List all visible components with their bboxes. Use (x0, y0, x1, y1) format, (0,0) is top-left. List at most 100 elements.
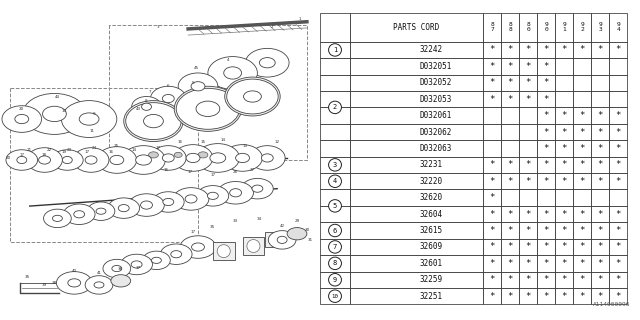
Ellipse shape (6, 150, 38, 170)
Bar (609, 12, 627, 42)
Text: 8
0: 8 0 (526, 22, 530, 32)
Text: *: * (543, 144, 549, 153)
Text: *: * (490, 78, 495, 87)
Ellipse shape (196, 101, 220, 116)
Text: 34: 34 (257, 217, 262, 221)
Text: 32251: 32251 (420, 292, 443, 301)
Bar (519, 42, 537, 58)
Text: *: * (490, 45, 495, 54)
Text: 23: 23 (67, 148, 72, 152)
Text: *: * (561, 144, 567, 153)
Text: *: * (598, 144, 603, 153)
Bar (573, 91, 591, 108)
Text: *: * (508, 243, 513, 252)
Text: 32609: 32609 (420, 243, 443, 252)
Ellipse shape (163, 94, 174, 103)
Bar (537, 206, 555, 222)
Bar (320, 288, 350, 304)
Text: *: * (490, 226, 495, 235)
Text: *: * (543, 177, 549, 186)
Bar (243, 237, 264, 255)
Text: 32259: 32259 (420, 275, 443, 284)
Text: 40: 40 (72, 268, 77, 273)
Ellipse shape (163, 154, 174, 162)
Text: 9
1: 9 1 (563, 22, 566, 32)
Bar (350, 58, 483, 75)
Text: 33: 33 (233, 220, 238, 223)
Text: *: * (616, 275, 621, 284)
Text: *: * (525, 275, 531, 284)
Text: *: * (598, 210, 603, 219)
Text: *: * (580, 127, 585, 137)
Text: 6: 6 (167, 84, 170, 88)
Text: *: * (580, 177, 585, 186)
Text: 7: 7 (333, 244, 337, 250)
Text: *: * (508, 275, 513, 284)
Ellipse shape (136, 155, 152, 165)
Text: *: * (561, 259, 567, 268)
Bar (519, 288, 537, 304)
Text: *: * (598, 127, 603, 137)
Ellipse shape (132, 97, 161, 117)
Bar (573, 75, 591, 91)
Text: *: * (616, 45, 621, 54)
Bar (501, 222, 519, 239)
Ellipse shape (246, 48, 289, 77)
Bar (591, 222, 609, 239)
Bar (591, 91, 609, 108)
Ellipse shape (173, 188, 209, 210)
Ellipse shape (43, 106, 67, 122)
Ellipse shape (207, 192, 218, 199)
Circle shape (328, 200, 342, 212)
Text: *: * (598, 177, 603, 186)
Text: 9
4: 9 4 (616, 22, 620, 32)
Bar (555, 91, 573, 108)
Ellipse shape (56, 272, 92, 294)
Ellipse shape (269, 234, 280, 245)
Text: *: * (525, 78, 531, 87)
Bar (320, 42, 350, 58)
Bar (483, 12, 501, 42)
Text: 20: 20 (5, 156, 10, 160)
Text: 1: 1 (299, 17, 301, 21)
Text: *: * (561, 111, 567, 120)
Bar (320, 140, 350, 156)
Bar (573, 156, 591, 173)
Ellipse shape (252, 185, 263, 192)
Text: *: * (508, 45, 513, 54)
Ellipse shape (79, 113, 99, 125)
Text: 17: 17 (84, 150, 90, 154)
Text: 27: 27 (250, 168, 255, 172)
Ellipse shape (73, 148, 109, 172)
Bar (555, 189, 573, 206)
Text: 32220: 32220 (420, 177, 443, 186)
Text: *: * (580, 292, 585, 301)
Text: *: * (580, 243, 585, 252)
Ellipse shape (141, 201, 152, 209)
Bar (537, 239, 555, 255)
Bar (320, 239, 350, 255)
Bar (519, 222, 537, 239)
Bar (609, 272, 627, 288)
Text: *: * (580, 259, 585, 268)
Bar (501, 239, 519, 255)
Text: D032062: D032062 (420, 127, 452, 137)
Ellipse shape (62, 156, 72, 164)
Text: *: * (490, 275, 495, 284)
Text: 17: 17 (191, 230, 196, 234)
Text: 32242: 32242 (420, 45, 443, 54)
Text: 19: 19 (62, 150, 67, 154)
Ellipse shape (87, 202, 115, 220)
Text: *: * (490, 259, 495, 268)
Bar (519, 206, 537, 222)
Text: *: * (508, 210, 513, 219)
Ellipse shape (210, 153, 226, 163)
Bar (573, 206, 591, 222)
Ellipse shape (224, 67, 241, 79)
Bar (320, 222, 350, 239)
Bar (501, 288, 519, 304)
Text: 42: 42 (280, 224, 285, 228)
Bar (609, 58, 627, 75)
Bar (537, 58, 555, 75)
Text: *: * (598, 259, 603, 268)
